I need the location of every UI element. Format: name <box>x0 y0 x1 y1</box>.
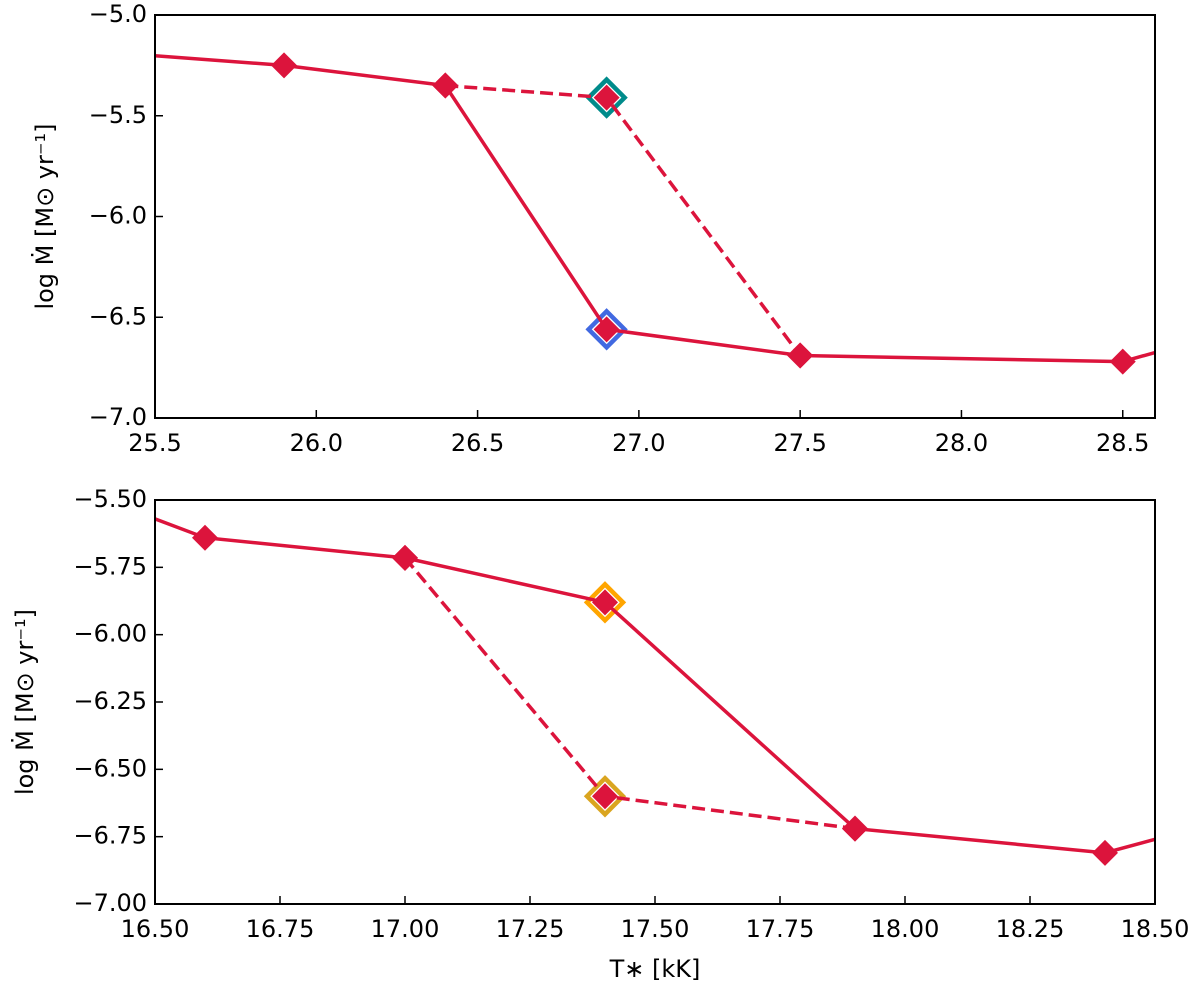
x-tick-label: 17.25 <box>496 915 565 943</box>
data-marker <box>1174 330 1200 356</box>
y-tick-label: −7.0 <box>89 403 147 431</box>
y-tick-label: −6.5 <box>89 302 147 330</box>
y-tick-label: −6.00 <box>73 620 147 648</box>
y-axis-label: log Ṁ [M⊙ yr⁻¹] <box>30 123 59 309</box>
x-tick-label: 17.50 <box>621 915 690 943</box>
series-line <box>403 556 856 831</box>
x-tick-label: 26.0 <box>290 429 343 457</box>
data-marker <box>392 544 418 571</box>
data-marker <box>192 524 218 551</box>
axes-frame <box>154 14 1156 419</box>
x-tick-label: 25.5 <box>128 429 181 457</box>
y-tick-label: −5.0 <box>89 0 147 28</box>
y-tick-label: −6.0 <box>89 202 147 230</box>
x-tick-label: 18.50 <box>1121 915 1190 943</box>
x-tick-label: 18.25 <box>996 915 1065 943</box>
x-tick-label: 16.50 <box>121 915 190 943</box>
data-marker <box>592 783 618 810</box>
data-marker <box>593 316 620 343</box>
y-tick-label: −5.5 <box>89 101 147 129</box>
data-marker <box>842 815 868 842</box>
y-tick-label: −6.50 <box>73 754 147 782</box>
series-line <box>155 516 1155 855</box>
y-tick-label: −5.75 <box>73 552 147 580</box>
x-tick-label: 18.00 <box>871 915 940 943</box>
data-marker <box>592 589 618 616</box>
y-tick-label: −6.75 <box>73 822 147 850</box>
highlight-marker <box>583 581 627 624</box>
data-marker <box>787 342 814 369</box>
plot-area <box>110 40 1200 375</box>
y-tick-label: −7.00 <box>73 889 147 917</box>
panel: 25.5 26.0 26.5 27.0 27.5 28.0 28.5 −7.0 −6.5 −6.0… <box>30 0 1200 457</box>
data-marker <box>593 84 620 111</box>
highlight-marker <box>585 308 628 351</box>
plot-area <box>155 516 1200 866</box>
highlight-marker <box>585 76 628 119</box>
y-tick-label: −6.25 <box>73 687 147 715</box>
x-tick-label: 28.5 <box>1096 429 1149 457</box>
highlight-marker <box>583 775 627 818</box>
y-axis-label: log Ṁ [M⊙ yr⁻¹] <box>10 609 39 795</box>
x-tick-label: 27.0 <box>612 429 665 457</box>
data-marker <box>271 52 298 79</box>
x-tick-label: 17.75 <box>746 915 815 943</box>
x-tick-label: 27.5 <box>773 429 826 457</box>
data-marker <box>110 40 136 66</box>
series-line <box>445 83 802 357</box>
x-tick-label: 17.00 <box>371 915 440 943</box>
panel: 16.50 16.75 17.00 17.25 17.50 17.75 18.00 18.25… <box>10 485 1200 983</box>
series-line <box>155 53 1155 364</box>
y-tick-label: −5.50 <box>73 485 147 513</box>
data-marker <box>1092 839 1118 866</box>
data-marker <box>1192 813 1200 839</box>
data-marker <box>1109 348 1136 375</box>
x-axis-label: T∗ [kK] <box>609 955 701 983</box>
x-tick-label: 16.75 <box>246 915 315 943</box>
data-marker <box>432 72 459 99</box>
x-tick-label: 26.5 <box>451 429 504 457</box>
x-tick-label: 28.0 <box>935 429 988 457</box>
